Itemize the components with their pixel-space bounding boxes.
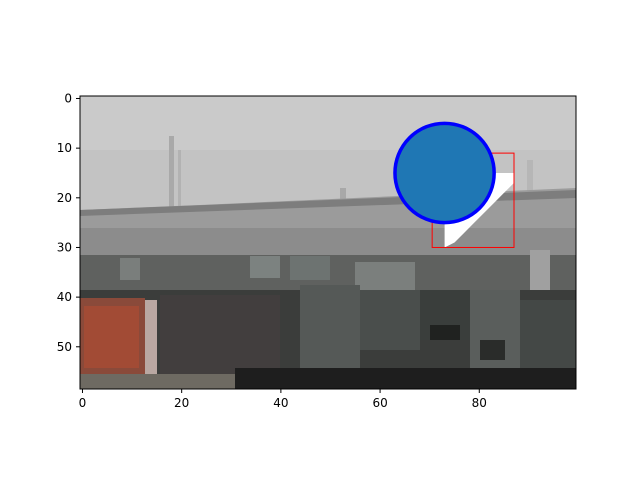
plot-frame <box>79 95 577 390</box>
y-tick-label: 0 <box>64 91 72 105</box>
y-tick-label: 20 <box>57 191 72 205</box>
x-tick-label: 20 <box>174 396 189 410</box>
y-tick-label: 40 <box>57 290 72 304</box>
x-tick-label: 0 <box>79 396 87 410</box>
x-tick-label: 80 <box>472 396 487 410</box>
y-tick-label: 10 <box>57 141 72 155</box>
x-tick-label: 40 <box>273 396 288 410</box>
x-tick-label: 60 <box>372 396 387 410</box>
y-tick-label: 50 <box>57 340 72 354</box>
marker-circle <box>393 121 496 225</box>
photo-image <box>80 96 576 389</box>
y-tick-label: 30 <box>57 240 72 254</box>
